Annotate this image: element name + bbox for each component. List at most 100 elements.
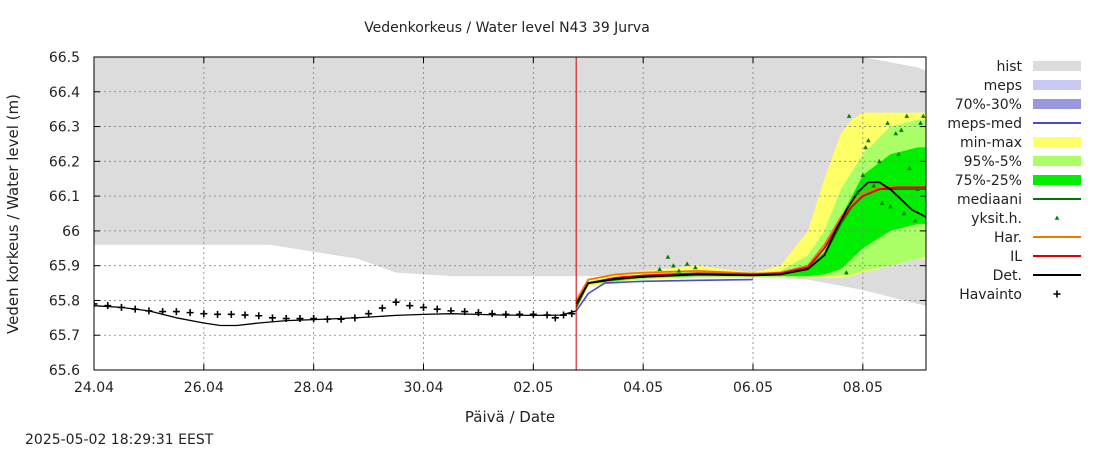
legend-swatch bbox=[1053, 290, 1061, 298]
legend-swatch bbox=[1033, 137, 1081, 147]
observation-point bbox=[117, 303, 125, 311]
legend-swatch bbox=[1033, 61, 1081, 71]
legend-label: hist bbox=[996, 59, 1022, 75]
legend-label: Det. bbox=[993, 268, 1022, 284]
history-sim-line bbox=[94, 305, 577, 327]
single-member-point bbox=[885, 120, 890, 125]
observation-point bbox=[543, 311, 551, 319]
single-member-point bbox=[912, 217, 918, 223]
observation-point bbox=[310, 315, 318, 323]
single-member-point bbox=[901, 211, 907, 216]
legend-label: yksit.h. bbox=[971, 211, 1022, 227]
single-member-point bbox=[671, 263, 676, 268]
single-member-point bbox=[844, 270, 849, 275]
observation-point bbox=[551, 314, 559, 322]
x-axis: 24.04 26.04 28.04 30.04 02.05 04.05 06.05 08.05 bbox=[74, 57, 883, 396]
y-tick-label: 65.7 bbox=[49, 328, 80, 344]
y-tick-label: 66.4 bbox=[49, 85, 80, 101]
single-member-point bbox=[855, 190, 860, 195]
observation-point bbox=[268, 314, 276, 322]
single-member-point bbox=[907, 165, 912, 171]
single-member-point bbox=[866, 137, 871, 143]
det-line bbox=[575, 181, 926, 305]
observation-point bbox=[227, 310, 235, 318]
legend-label: 75%-25% bbox=[955, 173, 1022, 189]
observation-point bbox=[131, 305, 139, 313]
single-member-point bbox=[879, 200, 885, 205]
observation-point bbox=[172, 308, 180, 316]
observation-point bbox=[323, 315, 331, 323]
legend-label: Har. bbox=[994, 230, 1022, 246]
y-tick-label: 65.9 bbox=[49, 259, 80, 275]
y-tick-label: 65.8 bbox=[49, 293, 80, 309]
y-axis-label: Veden korkeus / Water level (m) bbox=[4, 94, 22, 334]
x-tick-label: 26.04 bbox=[184, 380, 224, 396]
legend-label: 70%-30% bbox=[955, 97, 1022, 113]
single-member-point bbox=[893, 131, 899, 136]
legend-swatch bbox=[1054, 215, 1060, 220]
single-member-point bbox=[920, 113, 926, 118]
observation-point bbox=[420, 303, 428, 311]
observation-point bbox=[186, 309, 194, 317]
plot-frame bbox=[93, 56, 927, 371]
single-member-point bbox=[657, 266, 662, 271]
observation-point bbox=[351, 314, 359, 322]
single-member-point bbox=[693, 264, 698, 270]
legend-swatch bbox=[1033, 156, 1081, 166]
observation-point bbox=[502, 310, 510, 318]
single-member-point bbox=[896, 151, 901, 157]
x-tick-label: 24.04 bbox=[74, 380, 114, 396]
legend-swatch bbox=[1033, 175, 1081, 185]
timestamp: 2025-05-02 18:29:31 EEST bbox=[25, 432, 214, 448]
y-tick-label: 66 bbox=[62, 224, 80, 240]
meps-med-line bbox=[575, 278, 754, 312]
legend-label: 95%-5% bbox=[964, 154, 1022, 170]
single-member-point bbox=[898, 127, 904, 132]
single-member-point bbox=[888, 204, 893, 209]
y-tick-label: 66.3 bbox=[49, 120, 80, 136]
observation-point bbox=[488, 310, 496, 318]
observation-point bbox=[433, 305, 441, 313]
observation-point bbox=[365, 310, 373, 318]
x-tick-label: 28.04 bbox=[294, 380, 334, 396]
observation-point bbox=[529, 310, 537, 318]
legend-label: mediaani bbox=[957, 192, 1022, 208]
y-tick-label: 66.1 bbox=[49, 189, 80, 205]
observation-point bbox=[461, 308, 469, 316]
observation-point bbox=[568, 310, 576, 318]
observation-point bbox=[159, 308, 167, 316]
p75-25-band bbox=[576, 147, 926, 309]
legend: hist meps 70%-30% meps-med min-max 95%-5% 75%-… bbox=[947, 59, 1081, 303]
observation-point bbox=[516, 310, 524, 318]
legend-label: IL bbox=[1010, 249, 1022, 265]
y-tick-label: 66.2 bbox=[49, 154, 80, 170]
observation-point bbox=[392, 298, 400, 306]
hist-band bbox=[94, 57, 926, 306]
x-axis-label: Päivä / Date bbox=[465, 408, 555, 426]
single-member-point bbox=[676, 268, 682, 273]
observation-point bbox=[94, 300, 98, 308]
single-member-point bbox=[915, 186, 921, 191]
y-tick-label: 65.6 bbox=[49, 363, 80, 379]
x-tick-label: 08.05 bbox=[843, 380, 883, 396]
chart-title: Vedenkorkeus / Water level N43 39 Jurva bbox=[364, 20, 650, 36]
legend-label: min-max bbox=[960, 135, 1022, 151]
observation-point bbox=[282, 315, 290, 323]
y-tick-label: 66.5 bbox=[49, 50, 80, 66]
single-member-point bbox=[684, 261, 690, 266]
observation-point bbox=[560, 311, 568, 319]
y-axis: 65.6 65.7 65.8 65.9 66 66.1 66.2 66.3 66.4 66.5 bbox=[49, 50, 926, 379]
single-member-point bbox=[877, 158, 882, 164]
single-member-point bbox=[863, 144, 868, 150]
legend-swatch bbox=[1033, 80, 1081, 90]
single-member-point bbox=[918, 120, 923, 125]
observation-point bbox=[447, 307, 455, 315]
observation-point bbox=[296, 315, 304, 323]
observation-point bbox=[104, 302, 112, 310]
observation-point bbox=[200, 310, 208, 318]
single-member-point bbox=[846, 113, 852, 118]
x-tick-label: 06.05 bbox=[733, 380, 773, 396]
x-tick-label: 30.04 bbox=[403, 380, 443, 396]
legend-label: meps-med bbox=[947, 116, 1022, 132]
